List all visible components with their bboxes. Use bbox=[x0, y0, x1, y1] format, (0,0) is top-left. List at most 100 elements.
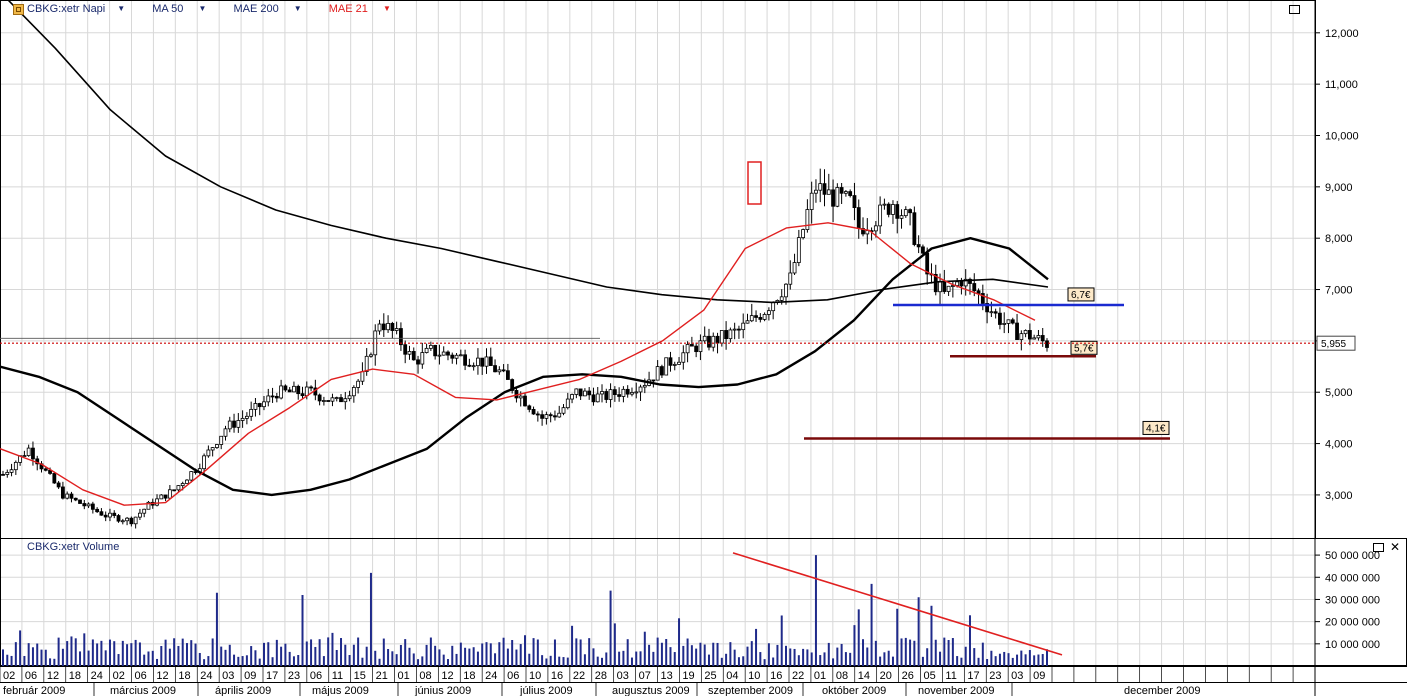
day-label: 17 bbox=[266, 670, 278, 682]
candle-body bbox=[818, 183, 823, 191]
candle-body bbox=[467, 364, 472, 367]
candle-body bbox=[831, 189, 835, 207]
day-label: 12 bbox=[156, 670, 168, 682]
candle-body bbox=[176, 485, 181, 491]
day-label: 11 bbox=[945, 670, 956, 682]
candle-body bbox=[527, 405, 532, 410]
day-label: 11 bbox=[332, 670, 343, 682]
candle-body bbox=[642, 385, 647, 388]
month-label: május 2009 bbox=[312, 685, 369, 696]
candle-body bbox=[600, 391, 604, 395]
ticker-icon[interactable] bbox=[13, 4, 24, 15]
candle-body bbox=[553, 415, 557, 418]
candle-body bbox=[612, 389, 617, 396]
candle-body bbox=[762, 314, 767, 320]
legend-mae21[interactable]: MAE 21 ▼ bbox=[328, 3, 391, 15]
candle-body bbox=[903, 209, 908, 217]
candle-body bbox=[540, 414, 545, 419]
month-label: március 2009 bbox=[110, 685, 176, 696]
candle-body bbox=[677, 361, 681, 365]
day-label: 23 bbox=[288, 670, 300, 682]
candle-body bbox=[210, 447, 215, 451]
candle-body bbox=[578, 388, 583, 397]
day-label: 18 bbox=[463, 670, 475, 682]
price-axis[interactable]: 12,00011,00010,0009,0008,0007,0006,0005,… bbox=[0, 28, 1359, 502]
day-label: 03 bbox=[1011, 670, 1023, 682]
legend-mae200[interactable]: MAE 200 ▼ bbox=[233, 3, 302, 15]
candle-body bbox=[13, 461, 18, 471]
candle-body bbox=[822, 183, 827, 195]
legend-ticker[interactable]: CBKG:xetr Napi ▼ bbox=[27, 3, 126, 15]
candle-body bbox=[938, 281, 942, 293]
candle-body bbox=[390, 322, 395, 331]
level-label-box bbox=[1142, 420, 1170, 435]
candle-body bbox=[634, 391, 639, 394]
grid bbox=[0, 0, 1316, 666]
candle-body bbox=[180, 483, 185, 487]
candle-body bbox=[548, 414, 553, 417]
candle-body bbox=[788, 272, 793, 285]
candle-body bbox=[852, 195, 857, 208]
candle-body bbox=[240, 417, 245, 421]
candle-body bbox=[998, 312, 1002, 325]
candle-body bbox=[758, 317, 763, 320]
candle-body bbox=[249, 408, 254, 417]
candle-body bbox=[73, 497, 78, 501]
candle-body bbox=[891, 204, 895, 215]
candle-body bbox=[591, 394, 596, 403]
candle-body bbox=[630, 392, 634, 395]
day-label: 06 bbox=[507, 670, 519, 682]
candle-body bbox=[219, 435, 224, 445]
candle-body bbox=[707, 335, 711, 348]
day-label: 23 bbox=[989, 670, 1001, 682]
candle-body bbox=[129, 517, 134, 525]
day-label: 09 bbox=[1033, 670, 1045, 682]
candle-body bbox=[322, 400, 326, 402]
candle-body bbox=[745, 320, 750, 324]
candle-body bbox=[287, 389, 292, 393]
month-label: február 2009 bbox=[3, 685, 65, 696]
candle-body bbox=[22, 455, 27, 457]
candle-body bbox=[399, 328, 403, 346]
candle-body bbox=[895, 204, 900, 219]
candle-body bbox=[865, 230, 870, 235]
candle-body bbox=[159, 494, 164, 500]
candle-body bbox=[715, 335, 720, 344]
day-label: 16 bbox=[551, 670, 563, 682]
candle-body bbox=[82, 503, 87, 507]
time-axis[interactable]: 02 06 12 18 24 02 06 12 18 24 03 09 17 23 06 11 15 21 01 08… bbox=[0, 666, 1316, 696]
legend-ma50[interactable]: MA 50 ▼ bbox=[152, 3, 207, 15]
candle-body bbox=[672, 363, 677, 366]
candle-body bbox=[78, 499, 82, 504]
candle-body bbox=[689, 344, 694, 347]
close-volume-pane-icon[interactable]: ✕ bbox=[1390, 540, 1401, 554]
candle-body bbox=[826, 189, 831, 195]
candle-body bbox=[737, 328, 741, 331]
candle-body bbox=[433, 344, 438, 357]
day-label: 17 bbox=[967, 670, 979, 682]
volume-axis[interactable]: 50 000 000 40 000 000 30 000 000 20 000 000… bbox=[1315, 550, 1380, 651]
day-label: 07 bbox=[639, 670, 651, 682]
candle-body bbox=[1036, 335, 1041, 339]
candle-body bbox=[655, 366, 660, 381]
price-tick-label: 4,000 bbox=[1325, 439, 1353, 451]
maximize-price-pane-icon[interactable] bbox=[1289, 5, 1300, 14]
candle-body bbox=[651, 379, 656, 382]
price-tick-label: 5,000 bbox=[1325, 387, 1353, 399]
maximize-volume-pane-icon[interactable] bbox=[1373, 543, 1384, 552]
candle-body bbox=[805, 209, 810, 230]
day-label: 09 bbox=[244, 670, 256, 682]
candle-body bbox=[1023, 330, 1028, 335]
month-label: szeptember 2009 bbox=[708, 685, 793, 696]
candle-body bbox=[1027, 330, 1032, 340]
candle-body bbox=[108, 512, 112, 518]
month-label: november 2009 bbox=[918, 685, 994, 696]
candle-body bbox=[497, 369, 502, 373]
candle-body bbox=[407, 351, 412, 355]
candle-body bbox=[698, 340, 703, 353]
candle-body bbox=[463, 354, 467, 366]
indicator-lines bbox=[0, 0, 1049, 506]
candle-body bbox=[377, 323, 382, 332]
day-label: 19 bbox=[682, 670, 694, 682]
